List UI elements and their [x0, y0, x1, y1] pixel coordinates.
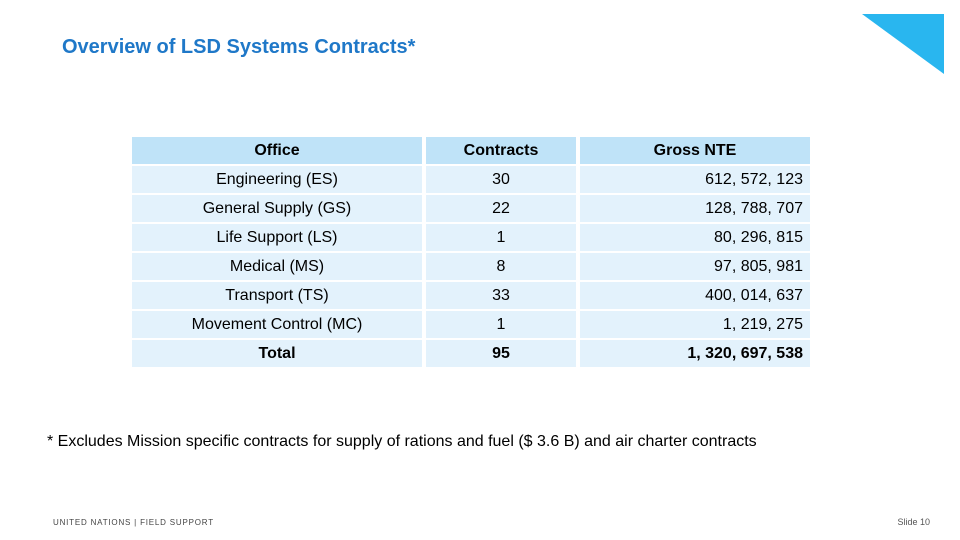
- column-gap: [576, 195, 580, 222]
- office-cell: Life Support (LS): [132, 224, 422, 251]
- header-contracts: Contracts: [426, 137, 576, 164]
- column-gap: [422, 311, 426, 338]
- column-gap: [576, 253, 580, 280]
- column-gap: [422, 224, 426, 251]
- corner-triangle-decoration: [862, 14, 944, 74]
- table-row: Medical (MS) 8 97, 805, 981: [132, 253, 810, 280]
- office-cell: Movement Control (MC): [132, 311, 422, 338]
- column-gap: [576, 166, 580, 193]
- contracts-cell: 1: [426, 224, 576, 251]
- gross-nte-cell: 1, 219, 275: [580, 311, 810, 338]
- gross-nte-cell: 128, 788, 707: [580, 195, 810, 222]
- contracts-cell: 33: [426, 282, 576, 309]
- slide-title: Overview of LSD Systems Contracts*: [62, 36, 416, 58]
- column-gap: [576, 137, 580, 164]
- column-gap: [576, 282, 580, 309]
- total-gross-nte-cell: 1, 320, 697, 538: [580, 340, 810, 367]
- column-gap: [422, 253, 426, 280]
- column-gap: [422, 282, 426, 309]
- office-cell: General Supply (GS): [132, 195, 422, 222]
- column-gap: [422, 195, 426, 222]
- column-gap: [422, 137, 426, 164]
- column-gap: [576, 224, 580, 251]
- total-label-cell: Total: [132, 340, 422, 367]
- gross-nte-cell: 97, 805, 981: [580, 253, 810, 280]
- table-row: Life Support (LS) 1 80, 296, 815: [132, 224, 810, 251]
- gross-nte-cell: 612, 572, 123: [580, 166, 810, 193]
- contracts-cell: 30: [426, 166, 576, 193]
- contracts-cell: 1: [426, 311, 576, 338]
- header-office: Office: [132, 137, 422, 164]
- header-gross-nte: Gross NTE: [580, 137, 810, 164]
- column-gap: [576, 340, 580, 367]
- office-cell: Transport (TS): [132, 282, 422, 309]
- table-total-row: Total 95 1, 320, 697, 538: [132, 340, 810, 367]
- gross-nte-cell: 80, 296, 815: [580, 224, 810, 251]
- slide-number: Slide 10: [897, 517, 930, 527]
- column-gap: [576, 311, 580, 338]
- table-header-row: Office Contracts Gross NTE: [132, 137, 810, 164]
- contracts-table: Office Contracts Gross NTE Engineering (…: [132, 135, 810, 369]
- total-contracts-cell: 95: [426, 340, 576, 367]
- office-cell: Medical (MS): [132, 253, 422, 280]
- office-cell: Engineering (ES): [132, 166, 422, 193]
- table-row: Movement Control (MC) 1 1, 219, 275: [132, 311, 810, 338]
- footnote: * Excludes Mission specific contracts fo…: [47, 433, 757, 450]
- column-gap: [422, 340, 426, 367]
- footer-organization: UNITED NATIONS | FIELD SUPPORT: [53, 518, 214, 527]
- contracts-cell: 8: [426, 253, 576, 280]
- table-row: Transport (TS) 33 400, 014, 637: [132, 282, 810, 309]
- gross-nte-cell: 400, 014, 637: [580, 282, 810, 309]
- table-row: Engineering (ES) 30 612, 572, 123: [132, 166, 810, 193]
- contracts-cell: 22: [426, 195, 576, 222]
- table-row: General Supply (GS) 22 128, 788, 707: [132, 195, 810, 222]
- column-gap: [422, 166, 426, 193]
